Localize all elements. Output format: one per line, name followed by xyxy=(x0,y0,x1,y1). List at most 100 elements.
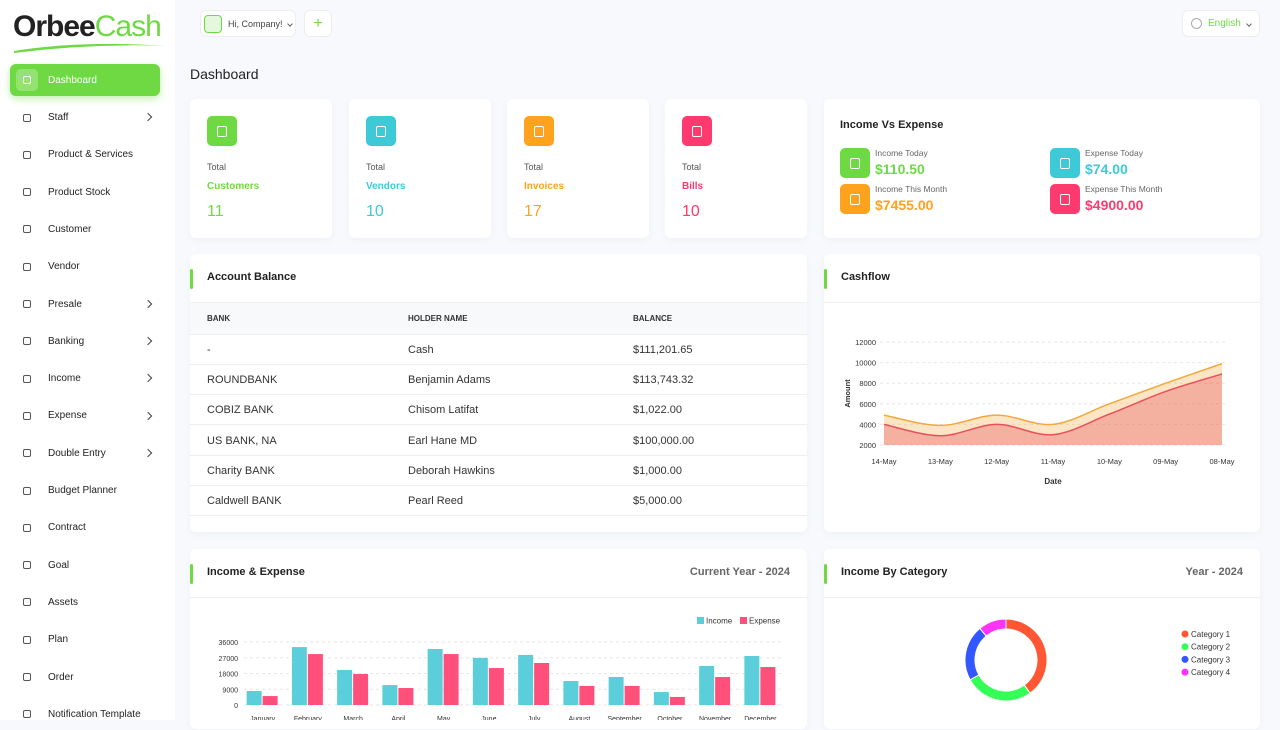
x-tick-label: April xyxy=(391,716,405,720)
nav-item[interactable]: Expense xyxy=(10,400,160,432)
nav-item[interactable]: Staff xyxy=(10,102,160,134)
bar xyxy=(337,670,353,705)
y-tick-label: 9000 xyxy=(222,687,238,694)
nav-icon xyxy=(16,703,38,725)
x-tick-label: 10-May xyxy=(1097,457,1122,466)
donut-slice xyxy=(964,627,987,681)
nav-item[interactable]: Budget Planner xyxy=(10,475,160,507)
nav-icon xyxy=(16,629,38,651)
stat-label: Total xyxy=(682,162,702,172)
legend-swatch xyxy=(697,617,704,624)
user-menu[interactable]: Hi, Company! xyxy=(200,10,296,37)
nav-label: Vendor xyxy=(48,261,80,273)
legend-swatch xyxy=(1181,630,1189,638)
table-cell: Earl Hane MD xyxy=(408,434,478,447)
icon-shape xyxy=(23,188,31,197)
bar xyxy=(534,663,550,705)
cashflow-card: Cashflow 2000 4000 6000 8000 10000 12000 14-Ma… xyxy=(824,254,1260,532)
nav-label: Order xyxy=(48,671,74,683)
icon-shape xyxy=(23,710,31,719)
nav-item[interactable]: Income xyxy=(10,363,160,395)
area-fill xyxy=(884,363,1222,445)
nav-label: Presale xyxy=(48,298,82,310)
nav-label: Product & Services xyxy=(48,149,134,161)
x-tick-label: August xyxy=(568,716,590,720)
nav-item[interactable]: Presale xyxy=(10,288,160,320)
y-tick-label: 2000 xyxy=(859,441,876,450)
y-tick-label: 0 xyxy=(234,703,238,710)
x-tick-label: January xyxy=(250,716,275,720)
language-menu[interactable]: English xyxy=(1182,10,1260,37)
nav-label: Notification Template xyxy=(48,708,141,720)
table-cell: Caldwell BANK xyxy=(207,495,282,507)
y-tick-label: 27000 xyxy=(219,656,239,663)
stat-label: Total xyxy=(207,162,227,172)
x-tick-label: July xyxy=(528,716,541,720)
nav-label: Double Entry xyxy=(48,447,106,459)
icon-shape xyxy=(850,157,860,169)
nav-icon xyxy=(16,330,38,352)
nav-item[interactable]: Product Stock xyxy=(10,176,160,208)
nav-item[interactable]: Dashboard xyxy=(10,64,160,97)
y-axis-label: Amount xyxy=(843,379,852,408)
add-button[interactable]: + xyxy=(304,10,332,37)
nav-item[interactable]: Customer xyxy=(10,213,160,245)
nav-icon xyxy=(16,517,38,539)
bar xyxy=(262,696,278,705)
nav-item[interactable]: Assets xyxy=(10,586,160,618)
nav-item[interactable]: Banking xyxy=(10,325,160,357)
summary-value: $4900.00 xyxy=(1085,197,1144,213)
bar xyxy=(579,685,595,705)
table-cell: ROUNDBANK xyxy=(207,374,278,387)
nav-item[interactable]: Product & Services xyxy=(10,139,160,171)
stat-name: Invoices xyxy=(524,181,565,192)
icon-shape xyxy=(23,411,31,420)
stat-name: Bills xyxy=(682,181,704,192)
summary-label: Expense This Month xyxy=(1085,184,1163,194)
table-head xyxy=(190,303,807,335)
legend-swatch xyxy=(1181,668,1189,676)
bar xyxy=(398,688,414,705)
stat-card: Total Vendors 10 xyxy=(349,99,491,238)
x-tick-label: September xyxy=(608,716,643,720)
area-fill xyxy=(884,373,1222,445)
bar xyxy=(246,691,262,705)
y-tick-label: 8000 xyxy=(859,379,876,388)
bar xyxy=(518,654,534,705)
stat-value: 10 xyxy=(682,203,700,220)
bar xyxy=(669,696,685,705)
table-cell: US BANK, NA xyxy=(207,434,277,447)
x-axis-label: Date xyxy=(1044,477,1062,486)
nav-item[interactable]: Plan xyxy=(10,624,160,656)
nav-label: Customer xyxy=(48,223,92,235)
nav-item[interactable]: Double Entry xyxy=(10,437,160,469)
x-tick-label: May xyxy=(437,716,451,720)
bar xyxy=(608,677,624,705)
bar xyxy=(443,654,459,705)
x-tick-label: June xyxy=(481,716,496,720)
summary-value: $7455.00 xyxy=(875,197,934,213)
nav-icon xyxy=(16,69,38,92)
summary-label: Income Today xyxy=(875,148,928,158)
nav-item[interactable]: Contract xyxy=(10,512,160,544)
logo[interactable]: OrbeeCash xyxy=(13,10,162,44)
bar xyxy=(353,674,369,705)
cashflow-chart: 2000 4000 6000 8000 10000 12000 14-May 13-May 12… xyxy=(843,338,1235,486)
legend-label: Income xyxy=(706,617,733,626)
nav-item[interactable]: Goal xyxy=(10,549,160,581)
card-title: Cashflow xyxy=(841,271,890,283)
nav-item[interactable]: Notification Template xyxy=(10,698,160,730)
summary-icon xyxy=(1050,184,1080,214)
nav-label: Dashboard xyxy=(48,74,97,86)
table-cell: Cash xyxy=(408,344,434,356)
avatar xyxy=(204,14,222,33)
nav-item[interactable]: Vendor xyxy=(10,251,160,283)
legend-label: Category 3 xyxy=(1191,655,1231,664)
bar xyxy=(744,656,760,705)
donut-slice xyxy=(979,618,1007,637)
column-header: BALANCE xyxy=(633,314,673,323)
summary-icon xyxy=(840,148,870,178)
table-cell: $113,743.32 xyxy=(633,374,694,387)
nav-item[interactable]: Order xyxy=(10,661,160,693)
table-row xyxy=(190,486,807,516)
